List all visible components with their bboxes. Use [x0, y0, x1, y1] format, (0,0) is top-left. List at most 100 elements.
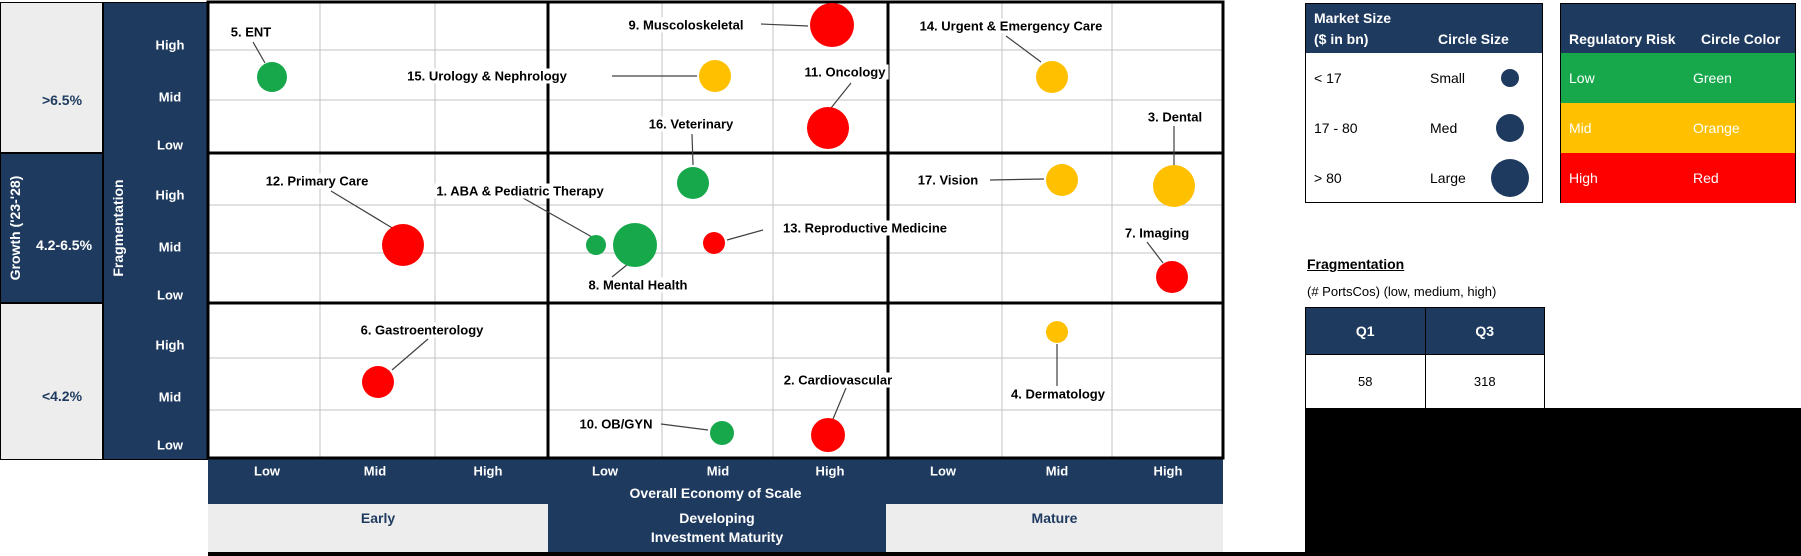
bubble-ent: [257, 62, 287, 92]
regulatory-risk-column-header: Regulatory Risk: [1569, 31, 1676, 47]
bottom-border: [208, 552, 1305, 556]
market-size-label: Small: [1430, 70, 1466, 86]
growth-band-6-5: [0, 2, 103, 153]
scale-tick-low: Low: [930, 463, 956, 479]
regulatory-risk-legend-header: Regulatory Risk Circle Color: [1561, 4, 1795, 53]
leader-line-gastroenterology: [391, 338, 429, 371]
fragmentation-note-subtitle: (# PortsCos) (low, medium, high): [1307, 284, 1497, 299]
market-size-dot-wrap: [1486, 69, 1534, 87]
maturity-cell-early: Early: [208, 504, 548, 553]
bubble-urology-nephrology: [699, 60, 731, 92]
leader-line-muscoloskeletal: [760, 23, 809, 27]
leader-line-primary-care: [330, 190, 395, 230]
leader-line-veterinary: [691, 133, 694, 166]
bubble-gastroenterology: [362, 366, 394, 398]
bubble-vision: [1046, 164, 1078, 196]
investment-maturity-axis: Early Developing Investment Maturity Mature: [208, 504, 1223, 553]
scale-tick-mid: Mid: [706, 463, 730, 479]
market-size-label: Med: [1430, 120, 1458, 136]
scale-tick-high: High: [815, 463, 845, 479]
leader-line-cardiovascular: [832, 387, 847, 420]
leader-line-imaging: [1146, 241, 1164, 264]
circle-size-column-header: Circle Size: [1438, 31, 1509, 47]
economy-of-scale-axis: Overall Economy of Scale: [208, 458, 1223, 504]
market-size-range: < 17: [1314, 70, 1342, 86]
regulatory-risk-color-name: Green: [1693, 70, 1732, 86]
growth-band-label: 4.2-6.5%: [35, 237, 93, 253]
bubble-dental: [1153, 165, 1195, 207]
chart-border: [206, 0, 1225, 460]
fragmentation-tick-high: High: [155, 187, 185, 203]
investment-maturity-axis-title: Investment Maturity: [650, 529, 784, 545]
economy-of-scale-axis-title: Overall Economy of Scale: [629, 485, 802, 501]
growth-band-label: <4.2%: [41, 388, 83, 404]
bubble-veterinary: [677, 167, 709, 199]
scale-tick-high: High: [1153, 463, 1183, 479]
regulatory-risk-color-name: Orange: [1693, 120, 1740, 136]
market-size-subtitle: ($ in bn): [1314, 31, 1369, 47]
quartile-value-q1: 58: [1306, 354, 1425, 408]
scale-tick-low: Low: [254, 463, 280, 479]
regulatory-risk-color-name: Red: [1693, 170, 1719, 186]
market-size-legend: Market Size ($ in bn) Circle Size < 17 Sm…: [1305, 3, 1543, 203]
fragmentation-tick-low: Low: [157, 287, 183, 303]
fragmentation-tick-mid: Mid: [158, 89, 182, 105]
regulatory-risk-row-low: Low Green: [1561, 53, 1795, 103]
market-size-row-large: > 80 Large: [1306, 153, 1542, 203]
quartile-value-q3: 318: [1424, 354, 1544, 408]
scale-tick-high: High: [473, 463, 503, 479]
quartile-header-q1: Q1: [1355, 323, 1375, 339]
redacted-black-box: [1305, 408, 1801, 556]
bubble-urgent-emergency-care: [1036, 61, 1068, 93]
bubble-primary-care: [382, 224, 424, 266]
growth-band-label: >6.5%: [41, 92, 83, 108]
fragmentation-note-title: Fragmentation: [1307, 256, 1405, 272]
fragmentation-tick-mid: Mid: [158, 239, 182, 255]
regulatory-risk-level: Low: [1569, 70, 1595, 86]
maturity-cell-developing: Developing Investment Maturity: [548, 504, 886, 553]
fragmentation-tick-low: Low: [157, 437, 183, 453]
leader-line-oncology: [830, 82, 852, 109]
regulatory-risk-row-high: High Red: [1561, 153, 1795, 203]
maturity-cell-mature: Mature: [886, 504, 1223, 553]
bubble-oncology: [807, 107, 849, 149]
quartile-header-q3: Q3: [1424, 308, 1545, 354]
scale-tick-mid: Mid: [363, 463, 387, 479]
leader-line-aba-pediatric-therapy: [522, 197, 593, 238]
circle-color-column-header: Circle Color: [1701, 31, 1781, 47]
market-size-row-med: 17 - 80 Med: [1306, 103, 1542, 153]
market-size-title: Market Size: [1314, 10, 1392, 26]
bubble-cardiovascular: [811, 418, 845, 452]
regulatory-risk-rows: Low Green Mid Orange High Red: [1561, 53, 1795, 203]
bubble-aba-pediatric-therapy: [586, 235, 606, 255]
bubble-mental-health: [613, 223, 657, 267]
leader-line-reproductive-medicine: [726, 229, 764, 241]
market-size-row-small: < 17 Small: [1306, 53, 1542, 103]
bubble-muscoloskeletal: [810, 3, 854, 47]
market-size-label: Large: [1430, 170, 1466, 186]
fragmentation-tick-high: High: [155, 337, 185, 353]
circle-size-med-icon: [1496, 114, 1524, 142]
fragmentation-quartile-table: Q1 Q3 58 318: [1305, 307, 1545, 408]
scale-tick-mid: Mid: [1045, 463, 1069, 479]
market-size-dot-wrap: [1486, 114, 1534, 142]
leader-line-vision: [989, 178, 1045, 181]
leader-line-mental-health: [611, 263, 629, 278]
fragmentation-tick-low: Low: [157, 137, 183, 153]
market-size-rows: < 17 Small 17 - 80 Med > 80 Large: [1306, 53, 1542, 203]
regulatory-risk-level: Mid: [1569, 120, 1592, 136]
bubble-ob-gyn: [710, 421, 734, 445]
leader-line-urgent-emergency-care: [1005, 35, 1042, 63]
bubble-dermatology: [1046, 321, 1068, 343]
regulatory-risk-legend: Regulatory Risk Circle Color Low Green Mid…: [1560, 3, 1796, 203]
market-size-legend-header: Market Size ($ in bn) Circle Size: [1306, 4, 1542, 53]
bubble-reproductive-medicine: [703, 232, 725, 254]
market-size-range: > 80: [1314, 170, 1342, 186]
leader-line-ob-gyn: [660, 423, 709, 431]
bubble-imaging: [1156, 261, 1188, 293]
scale-tick-low: Low: [592, 463, 618, 479]
market-size-dot-wrap: [1486, 159, 1534, 197]
circle-size-small-icon: [1501, 69, 1519, 87]
